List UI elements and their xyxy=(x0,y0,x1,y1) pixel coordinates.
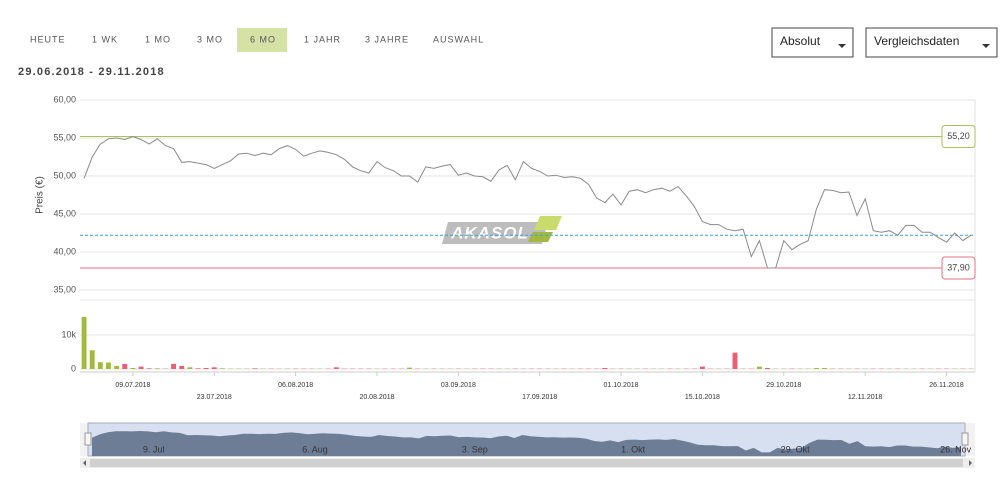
extreme-label-box xyxy=(941,256,976,280)
volume-bar xyxy=(765,367,770,369)
volume-bar xyxy=(97,362,103,369)
volume-bar xyxy=(114,365,120,369)
navigator-label: 29. Okt xyxy=(781,444,811,454)
y-tick-label: 10k xyxy=(61,329,76,339)
tab[interactable]: 3 JAHRE xyxy=(365,34,409,44)
active-tab-bg xyxy=(237,28,287,52)
scrollbar[interactable] xyxy=(80,458,975,468)
navigator-handle[interactable] xyxy=(961,432,969,446)
volume-bar xyxy=(187,367,193,369)
x-tick-label: 12.11.2018 xyxy=(848,394,883,401)
volume-bar xyxy=(89,350,95,369)
navigator-label: 1. Okt xyxy=(621,444,646,454)
volume-bar xyxy=(195,368,201,369)
navigator-handle[interactable] xyxy=(84,432,92,446)
dropdown-label[interactable]: Vergleichsdaten xyxy=(874,34,959,48)
scroll-left[interactable] xyxy=(83,460,86,466)
dropdown-caret[interactable] xyxy=(982,44,990,48)
watermark: AKASOL xyxy=(442,216,562,244)
extreme-label: 37,90 xyxy=(947,262,970,272)
volume-bar xyxy=(602,367,608,369)
y-tick-label: 55,00 xyxy=(53,132,76,142)
watermark-banner xyxy=(442,222,548,244)
extreme-label: 55,20 xyxy=(947,131,970,141)
watermark-stripe xyxy=(528,232,553,242)
x-tick-label: 01.10.2018 xyxy=(604,382,639,389)
navigator-label: 26. Nov xyxy=(940,444,972,454)
volume-bar xyxy=(203,367,209,369)
tab[interactable]: 6 MO xyxy=(250,34,276,44)
x-tick-label: 26.11.2018 xyxy=(929,382,964,389)
tab[interactable]: AUSWAHL xyxy=(433,34,484,44)
volume-bar xyxy=(138,366,144,369)
volume-bar xyxy=(81,316,87,369)
y-tick-label: 45,00 xyxy=(53,208,76,218)
x-tick-label: 15.10.2018 xyxy=(685,394,720,401)
watermark-stripe xyxy=(534,216,562,230)
volume-bar xyxy=(154,368,160,369)
navigator-label: 6. Aug xyxy=(302,444,328,454)
x-tick-label: 09.07.2018 xyxy=(115,382,150,389)
x-tick-label: 17.09.2018 xyxy=(522,394,557,401)
y-tick-label: 50,00 xyxy=(53,170,76,180)
tab[interactable]: 1 MO xyxy=(145,34,171,44)
volume-bar xyxy=(333,367,339,369)
x-tick-label: 20.08.2018 xyxy=(359,394,394,401)
volume-bar xyxy=(407,367,412,369)
tab[interactable]: 3 MO xyxy=(197,34,223,44)
navigator-area xyxy=(92,431,961,456)
volume-bar xyxy=(699,366,705,369)
volume-bar xyxy=(171,363,177,369)
dropdown[interactable] xyxy=(771,27,854,58)
volume-bar xyxy=(756,366,762,369)
tab[interactable]: 1 JAHR xyxy=(304,34,341,44)
scrollbar-thumb[interactable] xyxy=(90,459,963,467)
volume-bar xyxy=(106,362,111,369)
volume-bar xyxy=(732,352,738,369)
extreme-label-box xyxy=(941,124,976,148)
tab[interactable]: 1 WK xyxy=(92,34,118,44)
volume-bar xyxy=(179,365,185,369)
x-tick-label: 06.08.2018 xyxy=(278,382,313,389)
volume-bar xyxy=(130,367,136,369)
tab[interactable]: HEUTE xyxy=(30,34,66,44)
volume-bar xyxy=(146,368,152,369)
y-tick-label: 0 xyxy=(71,363,76,373)
volume-bar xyxy=(219,368,225,369)
y-axis-label: Preis (€) xyxy=(35,176,46,214)
volume-bar xyxy=(813,367,819,369)
navigator-label: 3. Sep xyxy=(462,444,488,454)
price-line xyxy=(83,135,972,269)
dropdown-label[interactable]: Absolut xyxy=(780,34,821,48)
watermark-text: AKASOL xyxy=(450,223,529,242)
scroll-right[interactable] xyxy=(969,460,972,466)
y-tick-label: 60,00 xyxy=(53,94,76,104)
dropdown[interactable] xyxy=(865,27,998,58)
navigator-label: 9. Jul xyxy=(143,444,165,454)
x-tick-label: 23.07.2018 xyxy=(197,394,232,401)
volume-bar xyxy=(822,367,827,369)
x-tick-label: 29.10.2018 xyxy=(766,382,801,389)
dropdown-caret[interactable] xyxy=(838,44,846,48)
volume-bar xyxy=(252,368,258,369)
y-tick-label: 35,00 xyxy=(53,284,76,294)
x-tick-label: 03.09.2018 xyxy=(441,382,476,389)
volume-bar xyxy=(122,363,128,369)
volume-bar xyxy=(211,367,217,369)
date-range: 29.06.2018 - 29.11.2018 xyxy=(18,66,165,78)
y-tick-label: 40,00 xyxy=(53,246,76,256)
